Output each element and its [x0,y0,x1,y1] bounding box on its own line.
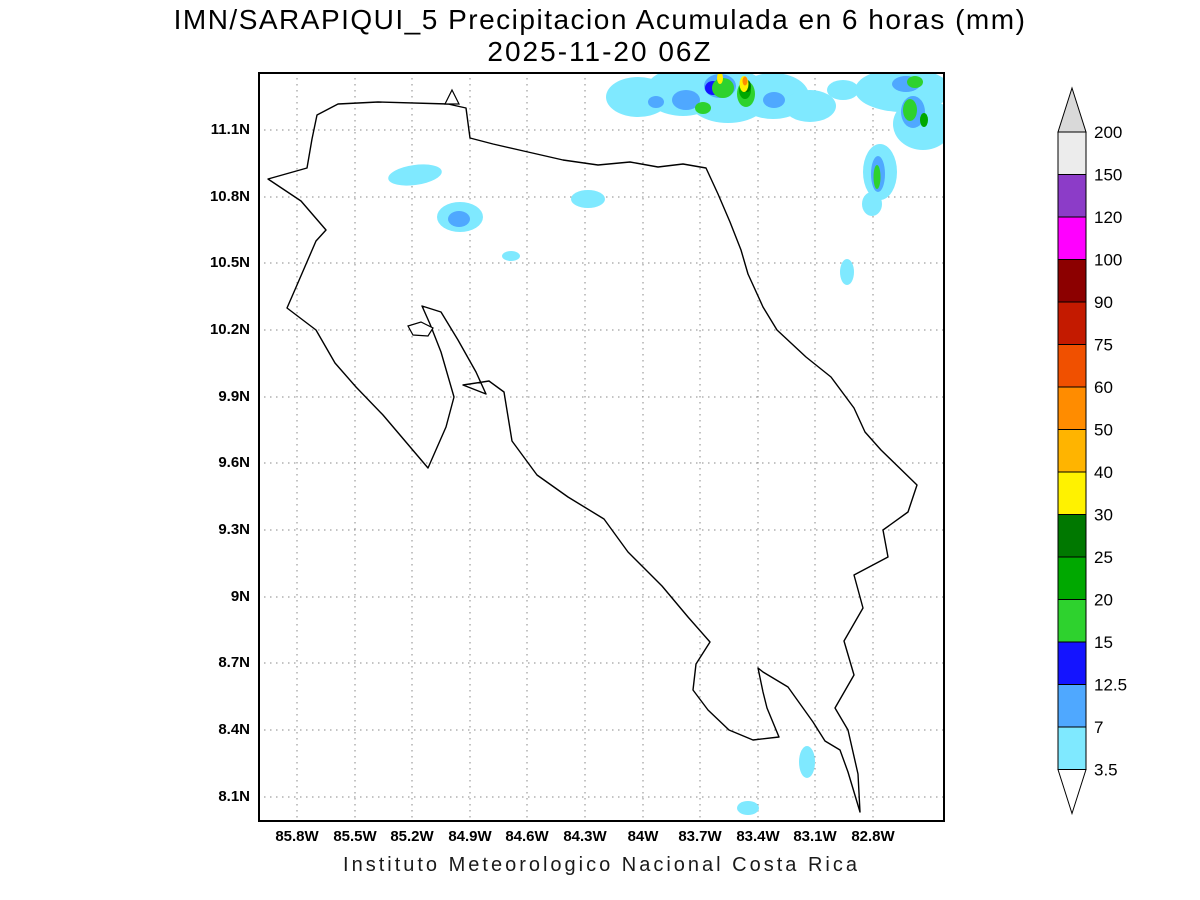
precip-blob [763,92,785,108]
colorbar-label: 120 [1094,208,1122,227]
colorbar-label: 20 [1094,591,1113,610]
colorbar-label: 75 [1094,336,1113,355]
colorbar-segment [1057,514,1087,558]
precip-blob [784,90,836,122]
y-tick-label: 10.2N [209,321,250,338]
colorbar-labels: 200 150 120 100 90 75 60 50 40 30 25 20 … [1094,123,1127,780]
footer-institution: Instituto Meteorologico Nacional Costa R… [343,854,860,876]
map-frame [258,72,945,822]
gulf-island-outline [407,321,434,337]
x-tick-label: 84.9W [448,828,492,845]
colorbar-segment [1057,684,1087,728]
y-tick-label: 9.3N [218,521,250,538]
precip-blob [903,99,917,121]
costa-rica-coastline [267,101,918,813]
precip-blob [840,259,854,285]
colorbar-label: 15 [1094,633,1113,652]
small-triangle-island [444,88,460,105]
precip-blob [920,113,928,127]
x-tick-label: 82.8W [851,828,895,845]
colorbar-segment [1057,344,1087,388]
precip-blob [742,76,748,86]
graticule-grid [258,72,945,822]
colorbar-label: 30 [1094,506,1113,525]
precip-blob [907,76,923,88]
colorbar-segment [1057,599,1087,643]
chart-title: IMN/SARAPIQUI_5 Precipitacion Acumulada … [173,4,1027,35]
colorbar-segment [1057,641,1087,685]
y-tick-label: 8.4N [218,721,250,738]
colorbar-segment [1057,556,1087,600]
x-tick-label: 83.7W [678,828,722,845]
y-tick-label: 10.8N [209,188,250,205]
colorbar-label: 7 [1094,718,1103,737]
colorbar-label: 100 [1094,251,1122,270]
colorbar-segment [1057,386,1087,430]
colorbar-label: 60 [1094,378,1113,397]
precipitation-layer [388,72,945,815]
y-tick-label: 8.1N [218,788,250,805]
colorbar-svg: 200 150 120 100 90 75 60 50 40 30 25 20 … [1057,86,1127,816]
x-tick-label: 85.8W [275,828,319,845]
precip-blob [712,78,734,98]
colorbar-segment [1057,726,1087,770]
precip-blob [571,190,605,208]
precip-blob [648,96,664,108]
x-tick-label: 84W [627,828,659,845]
colorbar-segment [1057,429,1087,473]
precip-blob [827,80,859,100]
colorbar-segment [1057,131,1087,175]
colorbar: 200 150 120 100 90 75 60 50 40 30 25 20 … [1056,86,1156,826]
x-tick-label: 83.1W [793,828,837,845]
x-tick-label: 85.2W [390,828,434,845]
colorbar-segment [1057,301,1087,345]
precip-blob [873,165,881,189]
y-tick-label: 9.9N [218,388,250,405]
colorbar-segment [1057,471,1087,515]
y-tick-label: 10.5N [209,254,250,271]
x-tick-label: 85.5W [333,828,377,845]
y-tick-label: 9.6N [218,454,250,471]
precip-blob [737,801,759,815]
precip-blob [672,90,700,110]
colorbar-label: 40 [1094,463,1113,482]
map-panel [258,72,945,822]
colorbar-label: 50 [1094,421,1113,440]
x-tick-label: 83.4W [736,828,780,845]
y-tick-label: 8.7N [218,654,250,671]
colorbar-label: 3.5 [1094,761,1118,780]
x-tick-label: 84.6W [505,828,549,845]
colorbar-arrow-top [1057,86,1087,133]
precip-blob [695,102,711,114]
precip-blob [448,211,470,227]
y-tick-label: 9N [230,588,250,605]
colorbar-label: 90 [1094,293,1113,312]
precip-blob [388,164,442,186]
coastline-layer [267,88,918,813]
x-tick-label: 84.3W [563,828,607,845]
precip-blob [502,251,520,261]
colorbar-label: 25 [1094,548,1113,567]
colorbar-segment [1057,174,1087,218]
map-svg [258,72,945,822]
precip-blob [717,72,723,84]
y-tick-label: 11.1N [210,121,250,138]
chart-subtitle-datetime: 2025-11-20 06Z [487,36,713,67]
colorbar-label: 150 [1094,166,1122,185]
colorbar-label: 200 [1094,123,1122,142]
colorbar-arrow-bottom [1057,769,1087,816]
colorbar-segment [1057,216,1087,260]
precip-blob [799,746,815,778]
colorbar-label: 12.5 [1094,676,1127,695]
precip-blob [862,192,882,216]
colorbar-segment [1057,259,1087,303]
